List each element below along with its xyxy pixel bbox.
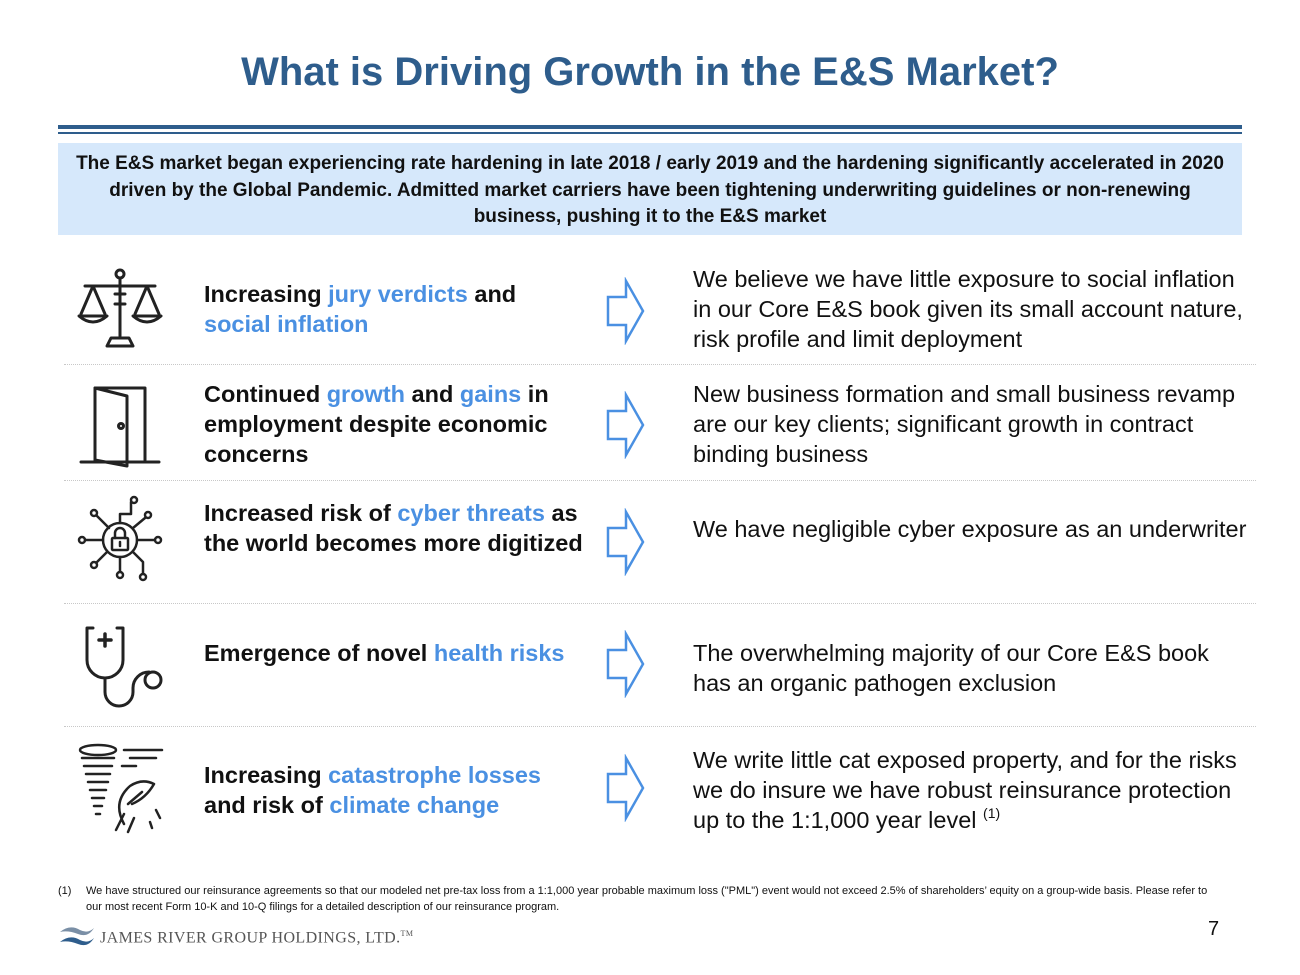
storm-icon bbox=[70, 742, 170, 834]
row-divider bbox=[64, 480, 1256, 481]
right-arrow-icon bbox=[604, 390, 646, 464]
response-text: The overwhelming majority of our Core E&… bbox=[693, 640, 1209, 696]
driver-text: Emergence of novel health risks bbox=[204, 640, 565, 666]
row-divider bbox=[64, 726, 1256, 727]
open-door-icon bbox=[70, 382, 170, 468]
river-wave-icon bbox=[60, 927, 94, 946]
page-number: 7 bbox=[1208, 918, 1220, 940]
title-rule-thick bbox=[58, 125, 1242, 129]
footnote-text: We have structured our reinsurance agree… bbox=[86, 885, 1208, 913]
footnote: (1) We have structured our reinsurance a… bbox=[58, 883, 1208, 915]
response-text: We have negligible cyber exposure as an … bbox=[693, 516, 1247, 542]
title-rule-thin bbox=[58, 132, 1242, 134]
stethoscope-icon bbox=[70, 622, 170, 712]
driver-text: Increasing catastrophe losses and risk o… bbox=[204, 762, 541, 818]
response-text: New business formation and small busines… bbox=[693, 381, 1236, 467]
footnote-mark: (1) bbox=[58, 885, 72, 897]
right-arrow-icon bbox=[604, 276, 646, 350]
row-divider bbox=[64, 364, 1256, 365]
footnote-reference: (1) bbox=[983, 805, 1001, 821]
response-text: We believe we have little exposure to so… bbox=[693, 266, 1243, 352]
summary-box: The E&S market began experiencing rate h… bbox=[58, 143, 1242, 235]
driver-text: Increased risk of cyber threats as the w… bbox=[204, 500, 583, 556]
driver-text: Increasing jury verdicts and social infl… bbox=[204, 281, 517, 337]
right-arrow-icon bbox=[604, 507, 646, 581]
row-divider bbox=[64, 603, 1256, 604]
page-title: What is Driving Growth in the E&S Market… bbox=[241, 50, 1059, 94]
company-name: JAMES RIVER GROUP HOLDINGS, LTD.TM bbox=[100, 929, 414, 947]
right-arrow-icon bbox=[604, 629, 646, 703]
company-logo bbox=[58, 922, 96, 952]
right-arrow-icon bbox=[604, 753, 646, 827]
scales-of-justice-icon bbox=[70, 264, 170, 350]
response-text: We write little cat exposed property, an… bbox=[693, 747, 1237, 833]
cyber-lock-icon bbox=[70, 494, 170, 586]
driver-text: Continued growth and gains in employment… bbox=[204, 381, 549, 467]
